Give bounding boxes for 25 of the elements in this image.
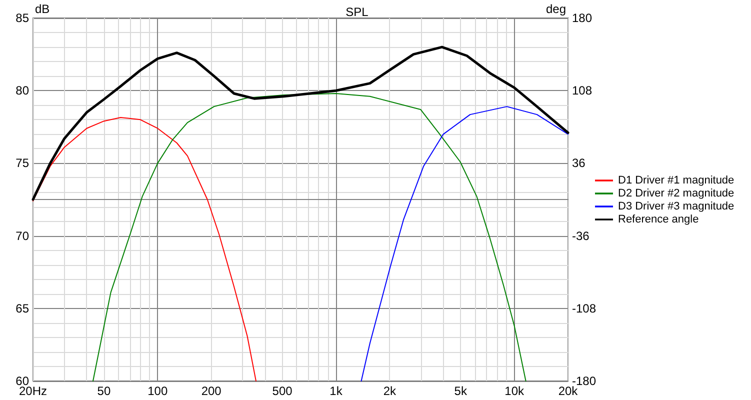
y2-tick-label: 108 bbox=[572, 84, 592, 98]
y2-tick-label: 36 bbox=[572, 156, 586, 170]
y-tick-label: 70 bbox=[16, 228, 30, 243]
x-tick-label: 2k bbox=[383, 384, 397, 398]
y2-tick-label: -36 bbox=[572, 228, 590, 243]
x-tick-label: 50 bbox=[97, 384, 111, 398]
y2-axis-title: deg bbox=[546, 2, 566, 16]
x-tick-label: 100 bbox=[148, 384, 168, 398]
legend-label: D3 Driver #3 magnitude bbox=[618, 200, 734, 212]
y-tick-label: 85 bbox=[16, 11, 30, 25]
y2-tick-label: 180 bbox=[572, 11, 592, 25]
x-tick-label: 10k bbox=[504, 384, 525, 398]
legend-label: D2 Driver #2 magnitude bbox=[618, 188, 734, 200]
x-tick-label: 200 bbox=[201, 384, 222, 398]
legend-label: Reference angle bbox=[618, 214, 699, 226]
legend-label: D1 Driver #1 magnitude bbox=[618, 174, 734, 186]
y2-tick-label: -108 bbox=[572, 301, 596, 316]
chart-title: SPL bbox=[346, 5, 369, 19]
x-tick-label: 1k bbox=[330, 384, 344, 398]
x-tick-label: 500 bbox=[272, 384, 293, 398]
y-tick-label: 80 bbox=[16, 84, 30, 98]
x-tick-label: 5k bbox=[454, 384, 468, 398]
y-tick-label: 75 bbox=[16, 156, 30, 170]
y-tick-label: 65 bbox=[16, 301, 30, 316]
y-axis-title: dB bbox=[35, 2, 50, 16]
